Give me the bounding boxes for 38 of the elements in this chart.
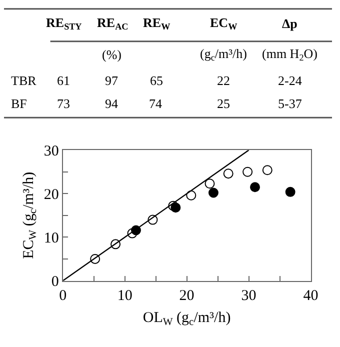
text: (g$_{c}$/m³/h)	[200, 46, 247, 63]
text: Δp	[282, 16, 298, 31]
x-tick-label: 20	[179, 288, 194, 304]
text: BF	[11, 96, 27, 111]
text: 2-24	[278, 73, 302, 88]
point	[208, 188, 218, 198]
y-tick-label: 10	[44, 230, 59, 246]
text: RE$_{W}$	[143, 15, 170, 32]
text: 5-37	[278, 96, 302, 111]
x-tick-label: 40	[303, 288, 318, 304]
text: (%)	[102, 47, 122, 62]
y-tick-label: 30	[44, 143, 59, 160]
y-tick-label: 0	[51, 274, 59, 290]
text: RE$_{STY}$	[46, 15, 82, 32]
text: RE$_{AC}$	[97, 15, 128, 32]
x-tick-label: 10	[117, 288, 132, 304]
text: EC$_{W}$	[210, 15, 238, 32]
point	[285, 186, 296, 197]
x-axis-title: OL$_{W}$ (g$_{c}$/m³/h)	[142, 310, 231, 328]
text: 61	[57, 73, 70, 88]
y-tick-label: 20	[44, 186, 59, 203]
text: 94	[105, 96, 118, 111]
x-tick-label: 30	[241, 288, 256, 304]
point	[250, 182, 260, 192]
point	[223, 168, 234, 179]
point	[170, 202, 181, 213]
text: TBR	[11, 73, 37, 88]
text: 22	[217, 73, 230, 88]
text: 97	[105, 73, 118, 88]
text: 74	[149, 96, 162, 111]
point	[186, 190, 196, 200]
point	[242, 166, 253, 177]
text: 73	[57, 96, 70, 111]
text: 65	[150, 73, 163, 88]
point	[262, 165, 272, 176]
text: 25	[217, 96, 230, 111]
point	[204, 178, 215, 189]
text: (mm H$_{2}$O)	[262, 46, 318, 63]
